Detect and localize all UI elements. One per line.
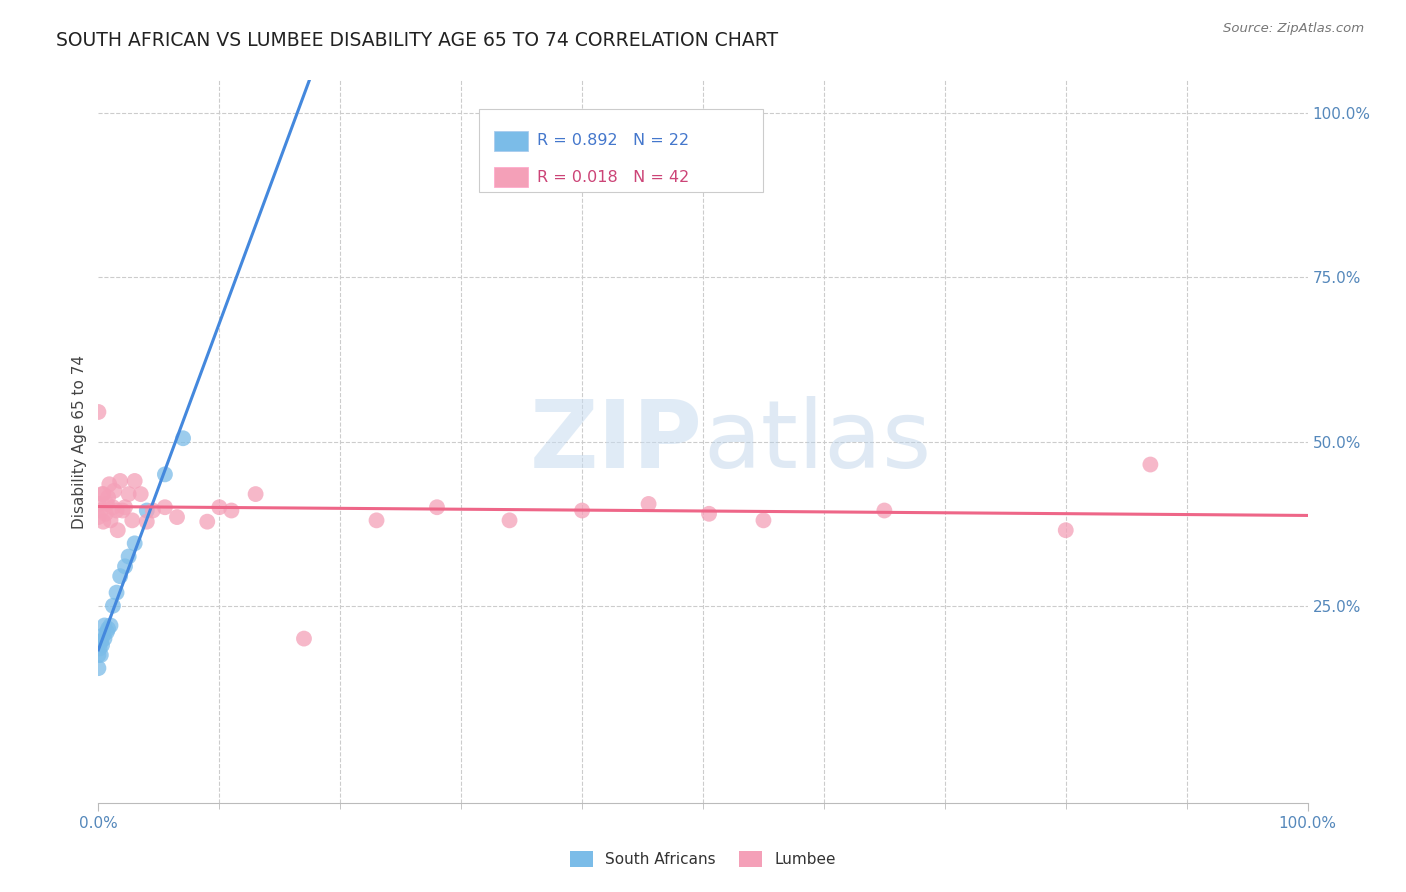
Text: Source: ZipAtlas.com: Source: ZipAtlas.com <box>1223 22 1364 36</box>
Point <box>135 503 157 517</box>
Point <box>172 431 194 445</box>
Point <box>103 483 125 498</box>
Point <box>637 497 659 511</box>
Point <box>121 513 143 527</box>
Bar <box>479 109 763 193</box>
Point <box>124 536 146 550</box>
Text: ZIP: ZIP <box>530 395 703 488</box>
Point <box>91 628 114 642</box>
Point <box>245 487 267 501</box>
Point <box>87 635 110 649</box>
Y-axis label: Disability Age 65 to 74: Disability Age 65 to 74 <box>72 354 87 529</box>
Point <box>87 510 110 524</box>
Point <box>87 405 110 419</box>
Point <box>1139 458 1161 472</box>
Point <box>571 503 593 517</box>
Point <box>166 510 188 524</box>
Point <box>90 648 112 662</box>
Point <box>87 497 110 511</box>
Point <box>195 515 218 529</box>
Point <box>111 503 134 517</box>
Point <box>93 632 115 646</box>
Point <box>91 487 114 501</box>
Legend: South Africans, Lumbee: South Africans, Lumbee <box>571 852 835 867</box>
Point <box>89 641 111 656</box>
Point <box>108 474 131 488</box>
Point <box>142 503 165 517</box>
Point <box>96 625 118 640</box>
Point <box>1054 523 1077 537</box>
Point <box>208 500 231 515</box>
Text: SOUTH AFRICAN VS LUMBEE DISABILITY AGE 65 TO 74 CORRELATION CHART: SOUTH AFRICAN VS LUMBEE DISABILITY AGE 6… <box>56 31 779 50</box>
Point <box>98 477 121 491</box>
Point <box>97 491 120 505</box>
Text: R = 0.018   N = 42: R = 0.018 N = 42 <box>537 169 689 185</box>
Point <box>118 549 141 564</box>
Point <box>90 635 112 649</box>
Point <box>697 507 720 521</box>
Point <box>135 515 157 529</box>
Point <box>153 467 176 482</box>
Point <box>114 559 136 574</box>
Point <box>108 569 131 583</box>
Point <box>91 487 114 501</box>
Point <box>153 500 176 515</box>
Bar <box>494 130 527 151</box>
Text: atlas: atlas <box>703 395 931 488</box>
Point <box>100 513 122 527</box>
Point <box>114 500 136 515</box>
Point <box>97 622 120 636</box>
Point <box>87 648 110 662</box>
Point <box>124 474 146 488</box>
Bar <box>494 167 527 187</box>
Point <box>105 503 128 517</box>
Point <box>93 618 115 632</box>
Point <box>752 513 775 527</box>
Point <box>101 599 124 613</box>
Point <box>101 500 124 515</box>
Point <box>873 503 896 517</box>
Point <box>292 632 315 646</box>
Point <box>107 523 129 537</box>
Point <box>129 487 152 501</box>
Point <box>96 497 118 511</box>
Point <box>87 661 110 675</box>
Point <box>498 513 520 527</box>
Point <box>366 513 388 527</box>
Point <box>90 503 112 517</box>
Point <box>91 515 114 529</box>
Point <box>94 507 117 521</box>
Point <box>426 500 449 515</box>
Point <box>100 618 122 632</box>
Point <box>118 487 141 501</box>
Point <box>221 503 243 517</box>
Point <box>91 638 114 652</box>
Point <box>105 585 128 599</box>
Text: R = 0.892   N = 22: R = 0.892 N = 22 <box>537 133 689 148</box>
